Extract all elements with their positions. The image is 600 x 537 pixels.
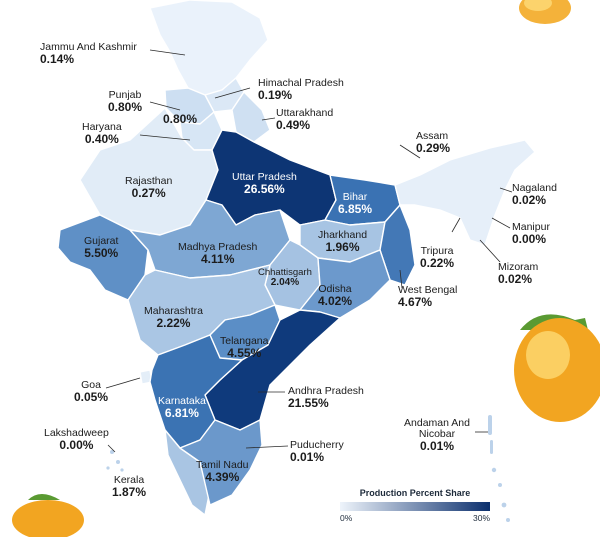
mango-top-right	[519, 0, 571, 24]
islands-lakshadweep	[106, 450, 124, 472]
legend-title: Production Percent Share	[359, 488, 471, 498]
mango-right	[514, 314, 600, 422]
state-northeast	[394, 139, 536, 246]
legend: Production Percent Share 0% 30%	[340, 488, 490, 523]
islands-andaman-nicobar	[488, 415, 510, 522]
leader-lines	[105, 49, 513, 453]
mango-bottom-left	[12, 494, 84, 537]
legend-ticks: 0% 30%	[340, 513, 490, 523]
state-jammu-and-kashmir	[149, 0, 269, 96]
legend-min-label: 0%	[340, 513, 353, 523]
legend-gradient-bar	[340, 502, 490, 511]
state-tamil-nadu	[179, 419, 263, 506]
state-odisha	[299, 249, 391, 319]
legend-max-label: 30%	[472, 513, 490, 523]
